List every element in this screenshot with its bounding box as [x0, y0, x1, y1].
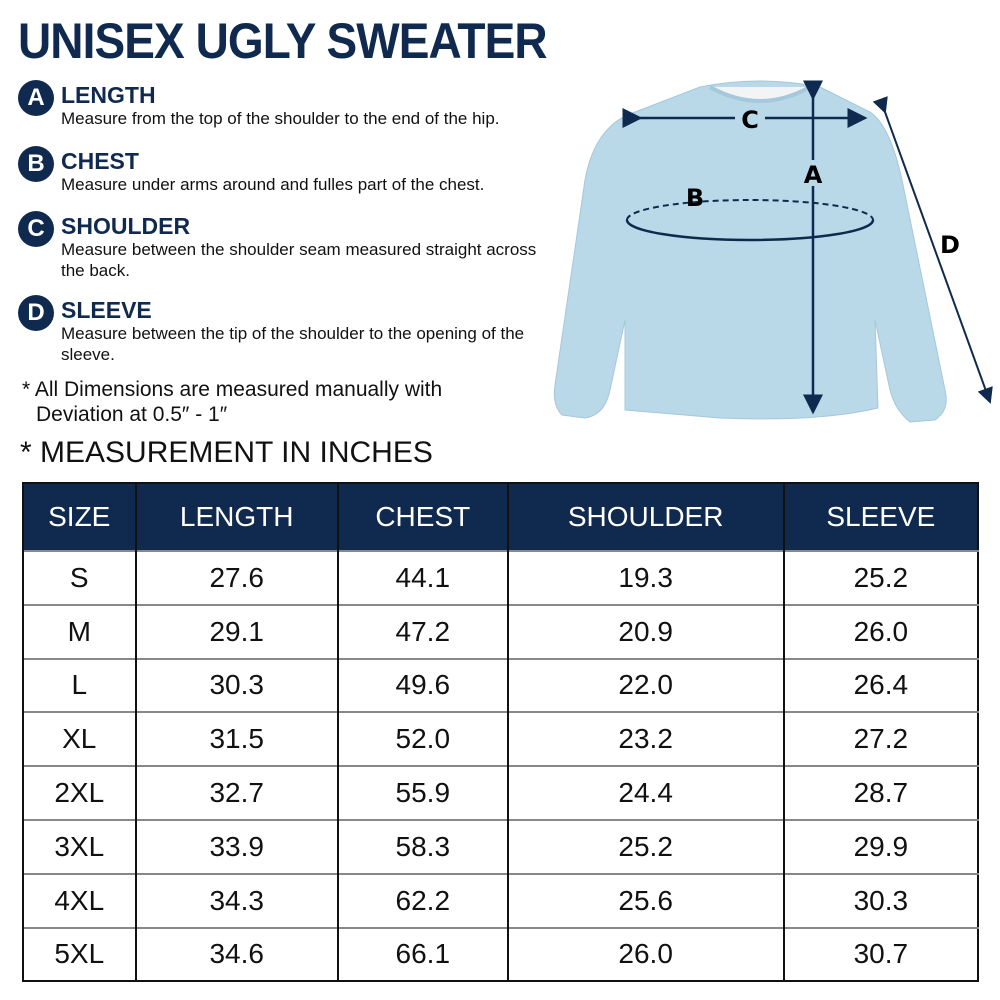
measure-name: CHEST: [61, 148, 139, 174]
column-header: SIZE: [22, 483, 136, 551]
label-d: D: [940, 231, 960, 259]
size-chart-table: SIZE LENGTH CHEST SHOULDER SLEEVE S 27.6 44.1 1…: [22, 482, 979, 983]
column-header: SHOULDER: [506, 483, 784, 551]
measure-description: Measure between the tip of the shoulder …: [61, 324, 525, 364]
table-cell: 52.0: [336, 711, 508, 767]
table-cell: 30.3: [134, 657, 338, 713]
table-row: 2XL 32.7 55.9 24.4 28.7: [22, 765, 978, 820]
deviation-note: * All Dimensions are measured manually w…: [22, 377, 442, 427]
table-cell: S: [22, 550, 136, 605]
letter-badge-icon: A: [18, 80, 54, 116]
table-cell: 23.2: [506, 711, 784, 767]
letter-badge-icon: B: [18, 146, 54, 182]
measure-name: SLEEVE: [61, 297, 152, 323]
table-cell: 4XL: [22, 872, 136, 928]
table-cell: 66.1: [336, 926, 508, 982]
table-cell: 26.4: [782, 657, 978, 713]
table-cell: 3XL: [22, 818, 136, 874]
table-cell: 19.3: [506, 550, 784, 605]
table-cell: 5XL: [22, 926, 136, 982]
table-cell: 27.6: [134, 550, 338, 605]
table-cell: 28.7: [782, 765, 978, 820]
page-title: UNISEX UGLY SWEATER: [18, 13, 548, 69]
measure-description: Measure from the top of the shoulder to …: [61, 109, 500, 128]
column-header: LENGTH: [134, 483, 338, 551]
label-c: C: [741, 106, 759, 134]
table-row: 5XL 34.6 66.1 26.0 30.7: [22, 926, 978, 982]
table-cell: 58.3: [336, 818, 508, 874]
letter-badge-icon: C: [18, 211, 54, 247]
table-row: XL 31.5 52.0 23.2 27.2: [22, 711, 978, 767]
table-cell: 25.2: [782, 550, 978, 605]
table-cell: 29.1: [134, 603, 338, 659]
table-cell: XL: [22, 711, 136, 767]
table-cell: M: [22, 603, 136, 659]
table-row: 4XL 34.3 62.2 25.6 30.3: [22, 872, 978, 928]
measure-description: Measure under arms around and fulles par…: [61, 175, 485, 194]
table-row: L 30.3 49.6 22.0 26.4: [22, 657, 978, 713]
table-cell: 34.3: [134, 872, 338, 928]
table-cell: 49.6: [336, 657, 508, 713]
note-line-2: Deviation at 0.5″ - 1″: [36, 403, 228, 426]
table-cell: 24.4: [506, 765, 784, 820]
table-cell: 55.9: [336, 765, 508, 820]
table-cell: 30.7: [782, 926, 978, 982]
table-row: S 27.6 44.1 19.3 25.2: [22, 550, 978, 605]
column-header: SLEEVE: [782, 483, 978, 551]
table-cell: L: [22, 657, 136, 713]
note-line-1: * All Dimensions are measured manually w…: [22, 378, 443, 401]
table-cell: 32.7: [134, 765, 338, 820]
table-cell: 34.6: [134, 926, 338, 982]
table-cell: 44.1: [336, 550, 508, 605]
table-cell: 26.0: [782, 603, 978, 659]
table-cell: 27.2: [782, 711, 978, 767]
label-a: A: [804, 161, 823, 189]
column-header: CHEST: [336, 483, 508, 551]
label-b: B: [686, 184, 704, 212]
table-cell: 33.9: [134, 818, 338, 874]
letter-badge-icon: D: [18, 295, 54, 331]
measure-name: SHOULDER: [61, 213, 191, 239]
table-cell: 2XL: [22, 765, 136, 820]
table-cell: 26.0: [506, 926, 784, 982]
table-cell: 22.0: [506, 657, 784, 713]
table-cell: 25.2: [506, 818, 784, 874]
table-cell: 31.5: [134, 711, 338, 767]
table-cell: 62.2: [336, 872, 508, 928]
table-cell: 47.2: [336, 603, 508, 659]
table-cell: 29.9: [782, 818, 978, 874]
measure-description: Measure between the shoulder seam measur…: [61, 240, 537, 280]
table-cell: 25.6: [506, 872, 784, 928]
table-row: 3XL 33.9 58.3 25.2 29.9: [22, 818, 978, 874]
table-cell: 20.9: [506, 603, 784, 659]
measure-name: LENGTH: [61, 82, 156, 108]
sweater-diagram: C A B D: [553, 80, 993, 423]
unit-note: * MEASUREMENT IN INCHES: [20, 436, 433, 469]
table-row: M 29.1 47.2 20.9 26.0: [22, 603, 978, 659]
table-cell: 30.3: [782, 872, 978, 928]
